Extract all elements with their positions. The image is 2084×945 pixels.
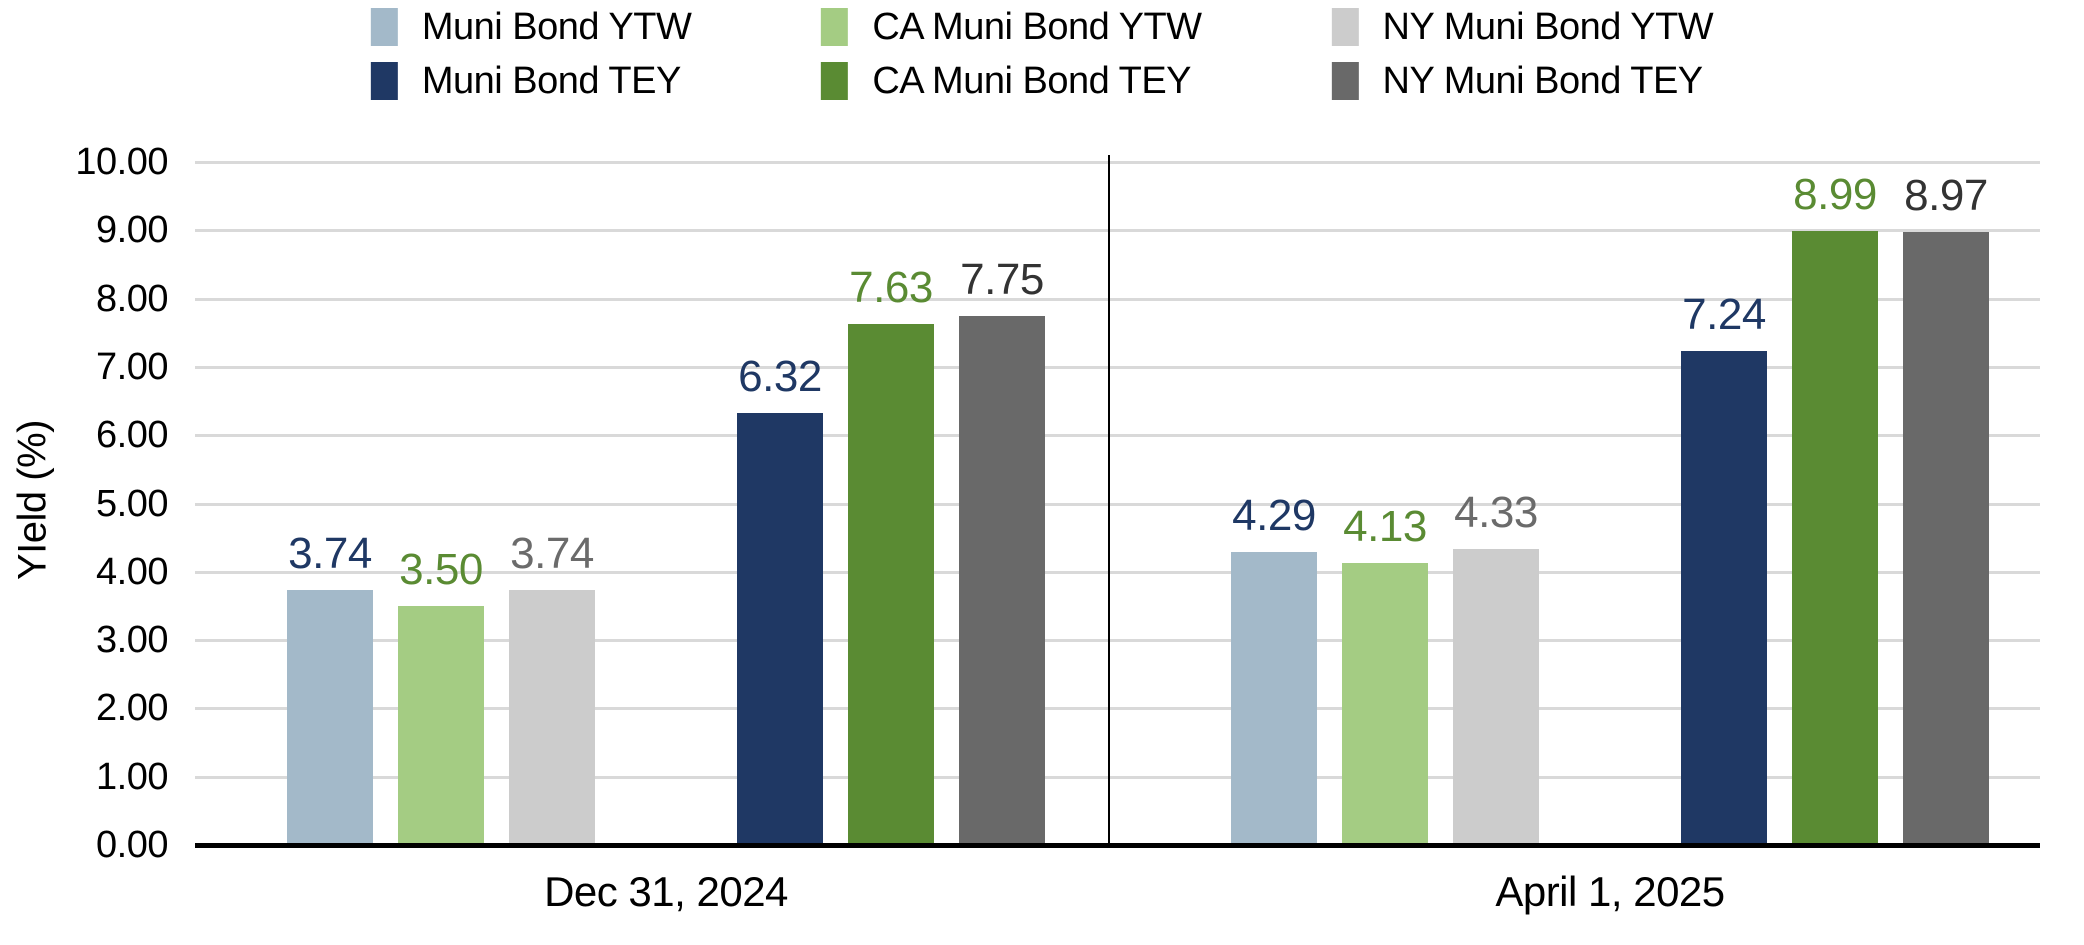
bar-ca-muni-bond-tey [848,324,934,845]
bar-ca-muni-bond-ytw [398,606,484,845]
legend-item-ca-muni-bond-ytw: CA Muni Bond YTW [821,6,1202,48]
bar-ny-muni-bond-ytw [509,590,595,845]
bar-muni-bond-tey [737,413,823,845]
bar-value-label: 7.24 [1682,290,1766,339]
y-tick-label: 10.00 [75,141,168,183]
bar-muni-bond-ytw [287,590,373,845]
bar-value-label: 4.29 [1232,491,1316,540]
group-divider-line [1108,155,1110,845]
y-tick-label: 1.00 [96,756,168,798]
bar-muni-bond-tey [1681,351,1767,845]
gridline [195,161,2040,164]
bar-value-label: 4.13 [1343,502,1427,551]
legend-label: CA Muni Bond YTW [872,6,1202,48]
bar-value-label: 7.63 [849,263,933,312]
x-axis-line [195,843,2040,848]
gridline [195,434,2040,437]
gridline [195,229,2040,232]
x-category-label: April 1, 2025 [1495,868,1725,915]
y-tick-label: 7.00 [96,346,168,388]
gridline [195,776,2040,779]
y-tick-label: 9.00 [96,209,168,251]
legend-item-ny-muni-bond-ytw: NY Muni Bond YTW [1331,6,1714,48]
legend-swatch-icon [1331,8,1359,46]
gridline [195,639,2040,642]
y-tick-label: 4.00 [96,551,168,593]
gridline [195,707,2040,710]
y-tick-label: 0.00 [96,824,168,866]
gridline [195,571,2040,574]
bar-ca-muni-bond-ytw [1342,563,1428,845]
bar-ny-muni-bond-tey [959,316,1045,845]
y-tick-label: 5.00 [96,483,168,525]
legend-label: Muni Bond TEY [421,60,681,102]
x-category-label: Dec 31, 2024 [544,868,788,915]
bar-value-label: 3.74 [288,529,372,578]
y-tick-label: 3.00 [96,619,168,661]
bar-ny-muni-bond-tey [1903,232,1989,845]
bar-ca-muni-bond-tey [1792,231,1878,845]
gridline [195,503,2040,506]
bar-value-label: 4.33 [1454,488,1538,537]
legend-label: CA Muni Bond TEY [872,60,1192,102]
y-tick-label: 2.00 [96,687,168,729]
y-tick-label: 8.00 [96,278,168,320]
legend-swatch-icon [370,62,398,100]
bar-value-label: 8.97 [1904,171,1988,220]
legend-item-ny-muni-bond-tey: NY Muni Bond TEY [1331,60,1714,102]
gridline [195,366,2040,369]
legend-label: NY Muni Bond TEY [1382,60,1704,102]
bar-value-label: 7.75 [960,255,1044,304]
legend-item-muni-bond-tey: Muni Bond TEY [370,60,691,102]
bar-value-label: 6.32 [738,352,822,401]
bar-value-label: 3.74 [510,529,594,578]
legend-label: NY Muni Bond YTW [1382,6,1714,48]
legend-label: Muni Bond YTW [421,6,692,48]
legend-swatch-icon [821,62,849,100]
bar-value-label: 3.50 [399,545,483,594]
legend-item-ca-muni-bond-tey: CA Muni Bond TEY [821,62,1201,100]
legend-item-muni-bond-ytw: Muni Bond YTW [370,6,692,48]
legend-swatch-icon [370,8,398,46]
legend: Muni Bond YTW CA Muni Bond YTW NY Muni Bon… [370,6,1714,102]
y-tick-label: 6.00 [96,414,168,456]
legend-swatch-icon [821,8,849,46]
gridline [195,298,2040,301]
legend-swatch-icon [1331,62,1359,100]
bar-muni-bond-ytw [1231,552,1317,845]
bar-value-label: 8.99 [1793,170,1877,219]
bar-ny-muni-bond-ytw [1453,549,1539,845]
